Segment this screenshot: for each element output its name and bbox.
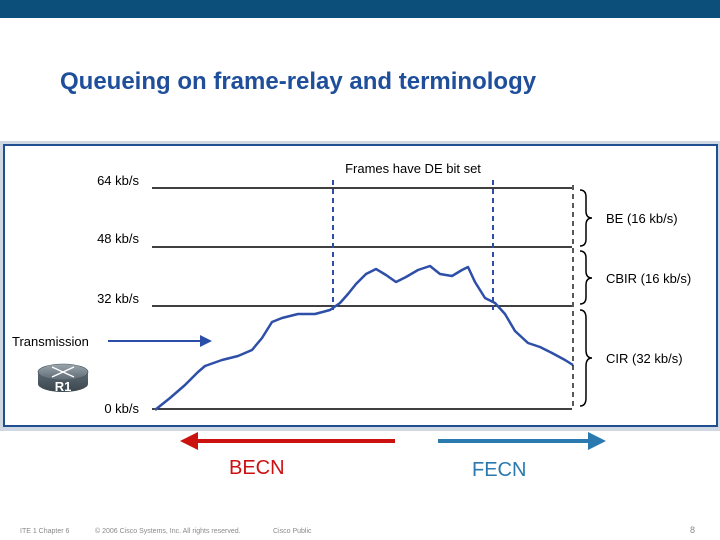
slide-title: Queueing on frame-relay and terminology (60, 68, 537, 95)
footer-classification: Cisco Public (273, 528, 312, 535)
level-label-64: 64 kb/s (97, 173, 139, 188)
level-label-32: 32 kb/s (97, 291, 139, 306)
top-banner (0, 0, 720, 18)
cbir-label: CBIR (16 kb/s) (606, 271, 691, 286)
cir-label: CIR (32 kb/s) (606, 351, 683, 366)
cbir-brace (579, 250, 593, 305)
be-brace (579, 189, 593, 247)
becn-label: BECN (229, 457, 285, 479)
transmission-curve (154, 264, 574, 411)
de-bit-label: Frames have DE bit set (345, 161, 481, 176)
footer-course: ITE 1 Chapter 6 (20, 528, 70, 535)
page-number: 8 (690, 525, 696, 535)
fecn-label: FECN (472, 459, 527, 481)
level-label-48: 48 kb/s (97, 231, 139, 246)
diagram-frame (3, 144, 718, 427)
fecn-arrow-head (588, 432, 606, 450)
transmission-label: Transmission (12, 334, 89, 349)
cir-brace (579, 309, 593, 407)
becn-arrow-head (180, 432, 198, 450)
footer-copyright: © 2006 Cisco Systems, Inc. All rights re… (95, 528, 241, 535)
router-icon: R1 (37, 363, 89, 394)
diagram-panel (0, 141, 720, 431)
router-label: R1 (55, 379, 72, 394)
level-label-0: 0 kb/s (104, 401, 139, 416)
be-label: BE (16 kb/s) (606, 211, 678, 226)
transmission-arrow-head (200, 335, 212, 347)
